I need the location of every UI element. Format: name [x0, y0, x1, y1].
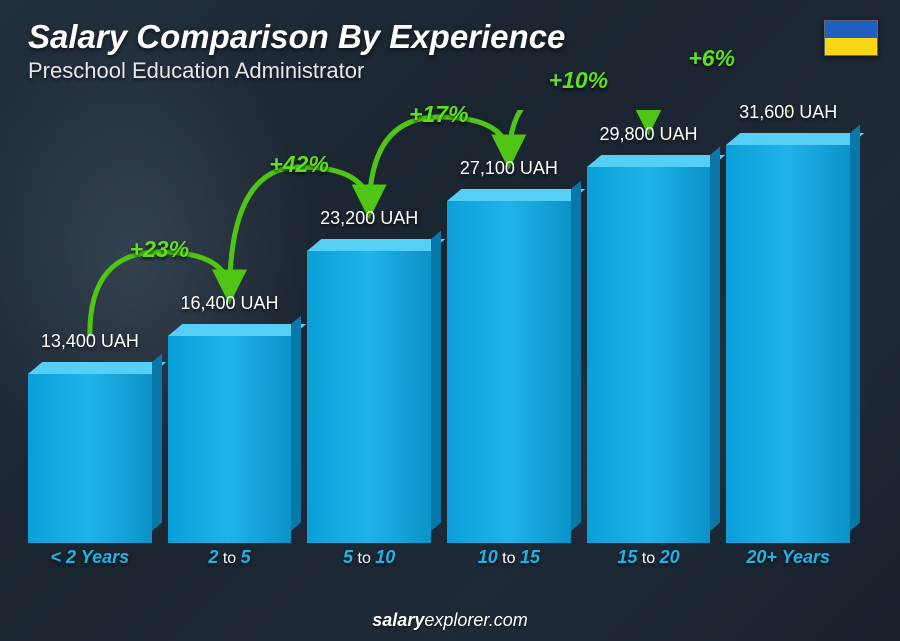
- bar-value-label: 16,400 UAH: [131, 293, 329, 314]
- ukraine-flag-icon: [824, 20, 878, 56]
- bar-value-label: 13,400 UAH: [0, 331, 189, 352]
- bar-shape: [726, 145, 850, 543]
- flag-top-stripe: [825, 21, 877, 38]
- bar-value-label: 29,800 UAH: [550, 124, 748, 145]
- flag-bottom-stripe: [825, 38, 877, 55]
- x-axis-label: 10 to 15: [447, 547, 571, 571]
- bar-value-label: 31,600 UAH: [689, 102, 887, 123]
- x-axis-label: 15 to 20: [587, 547, 711, 571]
- bar-shape: [587, 167, 711, 543]
- chart-container: Salary Comparison By Experience Preschoo…: [0, 0, 900, 641]
- footer-brand: salaryexplorer.com: [0, 610, 900, 631]
- x-axis-labels: < 2 Years 2 to 5 5 to 10 10 to 15 15 to 20 20…: [28, 547, 850, 571]
- bars-row: 13,400 UAH16,400 UAH23,200 UAH27,100 UAH…: [28, 110, 850, 543]
- pct-change-label: +23%: [130, 236, 189, 263]
- x-axis-label: < 2 Years: [28, 547, 152, 571]
- bar-shape: [307, 251, 431, 543]
- pct-change-label: +10%: [549, 67, 608, 94]
- bar-value-label: 23,200 UAH: [270, 208, 468, 229]
- bar: 13,400 UAH: [28, 374, 152, 543]
- x-axis-label: 2 to 5: [168, 547, 292, 571]
- bar: 29,800 UAH: [587, 167, 711, 543]
- bar-value-label: 27,100 UAH: [410, 158, 608, 179]
- bar-chart: 13,400 UAH16,400 UAH23,200 UAH27,100 UAH…: [28, 110, 850, 571]
- x-axis-label: 20+ Years: [726, 547, 850, 571]
- footer-brand-bold: salary: [372, 610, 424, 630]
- footer-brand-rest: explorer.com: [424, 610, 527, 630]
- bar: 31,600 UAH: [726, 145, 850, 543]
- pct-change-label: +17%: [409, 101, 468, 128]
- bar-shape: [168, 336, 292, 543]
- bar-shape: [28, 374, 152, 543]
- bar: 27,100 UAH: [447, 201, 571, 543]
- pct-change-label: +6%: [688, 45, 735, 72]
- bar: 23,200 UAH: [307, 251, 431, 543]
- x-axis-label: 5 to 10: [307, 547, 431, 571]
- bar: 16,400 UAH: [168, 336, 292, 543]
- bar-shape: [447, 201, 571, 543]
- pct-change-label: +42%: [269, 151, 328, 178]
